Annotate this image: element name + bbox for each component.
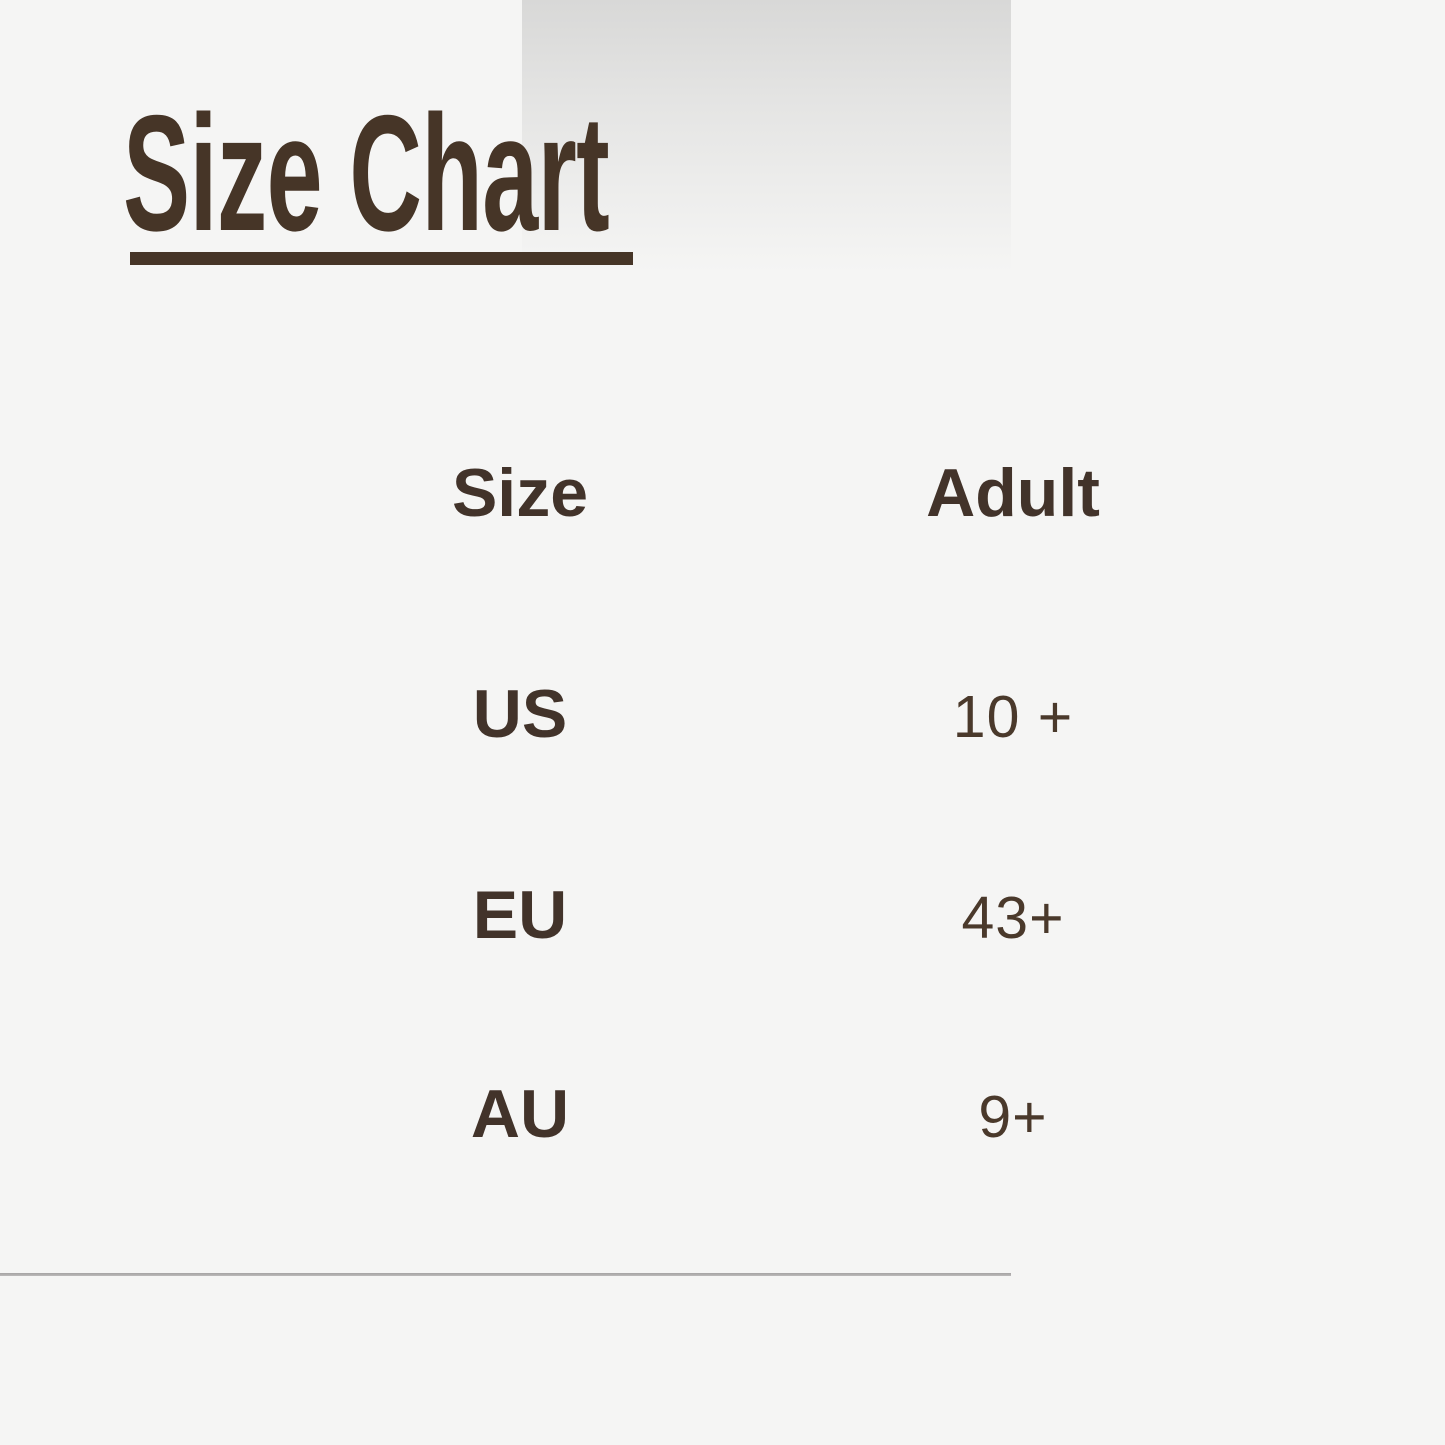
table-row: AU 9+ xyxy=(0,1080,1445,1155)
row-label-eu: EU xyxy=(472,877,568,953)
title-underline xyxy=(130,252,633,265)
table-row: EU 43+ xyxy=(0,881,1445,956)
row-label-us: US xyxy=(472,676,568,752)
page-title: Size Chart xyxy=(123,81,610,265)
row-label-au: AU xyxy=(470,1076,570,1152)
row-value-us: 10 + xyxy=(952,684,1074,750)
top-gradient-decoration xyxy=(522,0,1011,272)
table-row: US 10 + xyxy=(0,680,1445,755)
column-header-adult: Adult xyxy=(926,455,1100,531)
bottom-divider xyxy=(0,1273,1011,1276)
table-header-row: Size Adult xyxy=(0,459,1445,534)
column-header-size: Size xyxy=(451,455,589,531)
row-value-eu: 43+ xyxy=(961,885,1065,951)
row-value-au: 9+ xyxy=(978,1084,1048,1150)
